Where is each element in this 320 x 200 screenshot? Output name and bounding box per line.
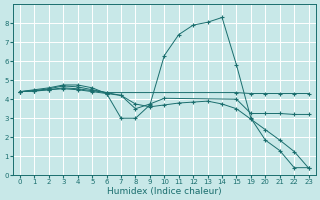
X-axis label: Humidex (Indice chaleur): Humidex (Indice chaleur) xyxy=(107,187,222,196)
